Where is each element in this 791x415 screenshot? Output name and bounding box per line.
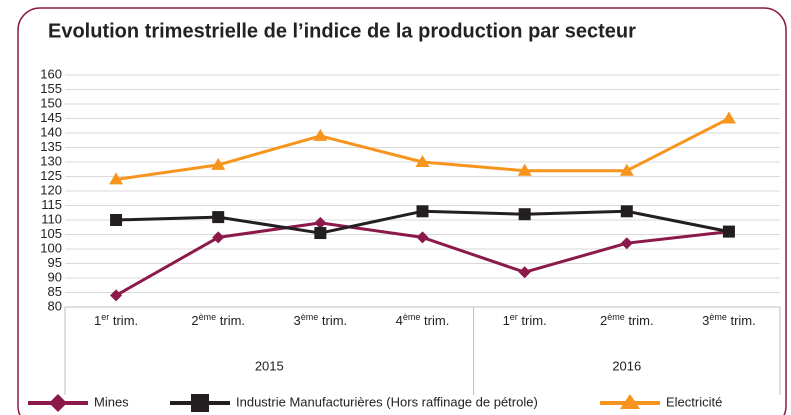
marker [109,172,124,185]
y-tick-label: 80 [48,298,62,313]
y-tick-label: 150 [40,95,62,110]
marker [314,227,327,240]
marker [619,163,634,176]
y-tick-label: 115 [41,197,62,212]
chart-title: Evolution trimestrielle de l’indice de l… [48,20,636,42]
legend-label: Electricité [666,394,722,409]
y-tick-label: 125 [40,168,62,183]
y-tick-label: 130 [40,153,62,168]
marker [518,266,531,279]
marker [620,237,633,250]
y-tick-label: 120 [40,182,62,197]
y-tick-label: 100 [40,240,62,255]
marker [620,205,633,218]
marker [211,157,226,170]
legend-marker [620,394,640,409]
y-tick-label: 155 [40,81,62,96]
legend-marker [191,394,209,412]
marker [518,208,531,221]
marker [110,289,123,302]
y-tick-label: 160 [40,66,62,81]
y-tick-label: 135 [40,139,62,154]
y-tick-label: 95 [48,255,62,270]
frame [17,7,787,415]
x-tick-label: 3ème trim. [702,312,756,328]
x-tick-label: 2ème trim. [191,312,245,328]
x-tick-label: 1er trim. [503,312,547,328]
y-tick-label: 105 [40,226,62,241]
y-tick-label: 85 [48,284,62,299]
marker [722,225,735,238]
marker [314,216,327,229]
x-tick-label: 3ème trim. [294,312,348,328]
x-tick-label: 1er trim. [94,312,138,328]
y-tick-label: 140 [40,124,62,139]
marker [415,155,430,167]
group-label: 2016 [612,358,641,373]
marker [212,211,225,224]
x-tick-label: 4ème trim. [396,312,450,328]
marker [721,111,736,124]
x-tick-label: 2ème trim. [600,312,654,328]
y-tick-label: 110 [41,211,62,226]
legend-label: Industrie Manufacturières (Hors raffinag… [236,394,538,409]
y-tick-label: 90 [48,269,62,284]
series-line [115,117,730,181]
y-tick-label: 145 [40,110,62,125]
marker [212,231,225,244]
marker [313,128,328,141]
marker [110,214,123,226]
marker [416,231,429,244]
legend-label: Mines [94,394,129,409]
legend-marker [49,394,67,412]
group-label: 2015 [255,358,284,373]
marker [416,205,429,218]
marker [517,163,532,176]
